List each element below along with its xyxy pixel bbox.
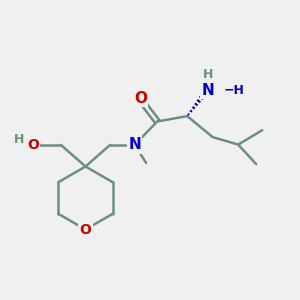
Text: O: O: [27, 138, 39, 152]
Text: O: O: [80, 223, 92, 236]
Text: N: N: [201, 83, 214, 98]
Text: −H: −H: [224, 84, 245, 97]
Text: O: O: [134, 91, 147, 106]
Text: H: H: [202, 68, 213, 81]
Text: H: H: [14, 133, 24, 146]
Text: N: N: [128, 137, 141, 152]
